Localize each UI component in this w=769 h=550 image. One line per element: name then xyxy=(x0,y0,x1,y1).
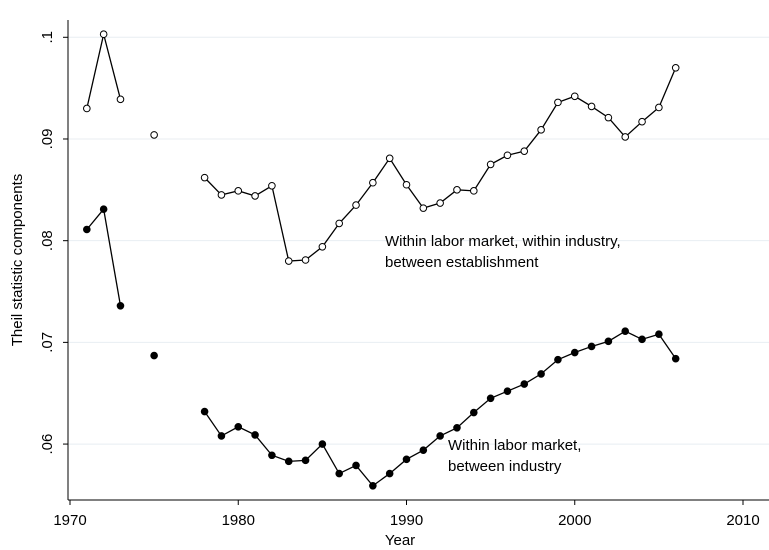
data-point xyxy=(570,92,579,101)
data-point xyxy=(503,387,512,395)
data-point xyxy=(116,301,125,310)
data-point xyxy=(234,187,243,195)
annotation: between industry xyxy=(448,458,562,475)
annotation: Within labor market, within industry, xyxy=(385,233,621,250)
data-point xyxy=(352,461,360,470)
data-point xyxy=(671,63,680,72)
data-point xyxy=(436,199,444,207)
data-point xyxy=(554,98,562,107)
data-point xyxy=(335,469,344,478)
data-point xyxy=(251,431,259,439)
x-tick-label: 1970 xyxy=(53,512,86,529)
data-point xyxy=(402,455,411,464)
data-point xyxy=(268,181,276,190)
data-point xyxy=(200,173,209,182)
data-point xyxy=(99,30,108,39)
y-tick-label: .08 xyxy=(39,230,56,251)
data-point xyxy=(352,201,360,209)
data-point xyxy=(369,481,377,490)
data-point xyxy=(284,457,293,466)
data-point xyxy=(453,186,461,194)
data-point xyxy=(470,408,478,417)
data-point xyxy=(402,180,411,189)
annotation: Within labor market, xyxy=(448,437,581,454)
series-line xyxy=(86,34,677,262)
data-point xyxy=(83,225,91,234)
data-point xyxy=(217,191,226,199)
data-point xyxy=(671,354,680,363)
data-point xyxy=(621,327,630,335)
y-axis-label: Theil statistic components xyxy=(9,174,26,347)
data-point xyxy=(537,126,545,134)
data-point xyxy=(604,337,613,346)
data-point xyxy=(268,451,276,460)
x-tick-label: 1980 xyxy=(222,512,255,529)
data-point xyxy=(83,104,91,113)
data-point xyxy=(318,242,327,251)
data-point xyxy=(335,219,344,228)
y-tick-label: .09 xyxy=(39,129,56,150)
y-tick-label: .1 xyxy=(39,31,56,44)
annotation: between establishment xyxy=(385,254,539,271)
data-point xyxy=(419,446,428,454)
data-point xyxy=(537,370,545,378)
data-point xyxy=(116,95,125,104)
data-point xyxy=(520,380,529,388)
data-point xyxy=(655,330,663,339)
data-point xyxy=(436,432,444,440)
data-point xyxy=(470,187,478,195)
data-point xyxy=(570,348,579,357)
data-point xyxy=(150,351,158,360)
data-point xyxy=(621,133,630,141)
data-point xyxy=(385,469,394,478)
data-point xyxy=(486,394,495,403)
data-point xyxy=(503,151,512,160)
data-point xyxy=(234,422,243,431)
data-point xyxy=(554,355,562,364)
x-axis-label: Year xyxy=(385,532,415,549)
data-point xyxy=(453,423,461,432)
data-point xyxy=(284,257,293,265)
x-tick-label: 1990 xyxy=(390,512,423,529)
data-point xyxy=(301,256,310,264)
data-point xyxy=(150,131,158,139)
data-point xyxy=(486,160,495,169)
data-point xyxy=(520,147,529,155)
data-point xyxy=(217,432,226,440)
data-point xyxy=(99,205,108,213)
data-point xyxy=(604,113,613,122)
data-point xyxy=(638,117,646,126)
data-point xyxy=(587,102,596,111)
data-point xyxy=(419,204,428,212)
data-point xyxy=(200,407,209,416)
y-tick-label: .06 xyxy=(39,434,56,455)
y-tick-label: .07 xyxy=(39,332,56,353)
data-point xyxy=(655,103,663,112)
data-point xyxy=(251,192,259,200)
x-tick-label: 2010 xyxy=(726,512,759,529)
data-point xyxy=(301,456,310,465)
data-point xyxy=(369,178,377,187)
data-point xyxy=(638,335,646,344)
data-point xyxy=(318,440,327,448)
data-point xyxy=(587,342,596,351)
data-point xyxy=(385,154,394,163)
x-tick-label: 2000 xyxy=(558,512,591,529)
